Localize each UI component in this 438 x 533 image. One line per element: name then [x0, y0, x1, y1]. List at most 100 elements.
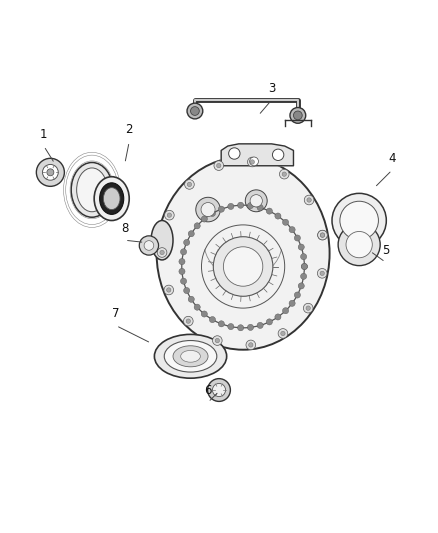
Circle shape — [237, 325, 244, 331]
Circle shape — [275, 314, 281, 320]
Circle shape — [245, 190, 267, 212]
Circle shape — [218, 321, 224, 327]
Text: 8: 8 — [121, 222, 128, 235]
Circle shape — [247, 157, 257, 167]
Circle shape — [300, 254, 307, 260]
Circle shape — [212, 383, 226, 397]
Ellipse shape — [103, 188, 120, 209]
Circle shape — [290, 108, 306, 123]
Circle shape — [279, 169, 289, 179]
Circle shape — [272, 149, 284, 160]
Circle shape — [215, 338, 219, 343]
Circle shape — [246, 340, 256, 350]
Circle shape — [340, 201, 378, 240]
Circle shape — [257, 322, 263, 328]
Circle shape — [144, 241, 154, 251]
Text: 3: 3 — [268, 82, 275, 95]
Circle shape — [209, 211, 215, 216]
Ellipse shape — [151, 221, 173, 260]
Circle shape — [185, 180, 194, 189]
Circle shape — [160, 251, 164, 255]
Circle shape — [166, 288, 171, 292]
Circle shape — [42, 165, 58, 180]
Circle shape — [250, 157, 258, 166]
Circle shape — [283, 308, 289, 314]
Circle shape — [320, 271, 325, 276]
Circle shape — [289, 300, 295, 306]
Ellipse shape — [71, 163, 113, 217]
Circle shape — [201, 216, 207, 222]
Circle shape — [346, 231, 372, 258]
Circle shape — [36, 158, 64, 187]
Text: 6: 6 — [204, 384, 212, 397]
Circle shape — [212, 336, 222, 345]
Circle shape — [167, 213, 172, 217]
Circle shape — [318, 230, 327, 240]
Circle shape — [180, 278, 187, 284]
Ellipse shape — [180, 350, 200, 362]
Circle shape — [216, 164, 221, 168]
Circle shape — [228, 324, 234, 329]
Circle shape — [213, 237, 273, 296]
Circle shape — [298, 283, 304, 289]
Circle shape — [318, 230, 327, 240]
Circle shape — [304, 195, 314, 205]
Circle shape — [201, 203, 215, 216]
Circle shape — [304, 303, 313, 313]
Text: 2: 2 — [125, 124, 133, 136]
Circle shape — [164, 285, 173, 295]
Circle shape — [228, 204, 234, 209]
Circle shape — [191, 107, 199, 115]
Circle shape — [237, 202, 244, 208]
Circle shape — [301, 263, 307, 270]
Circle shape — [250, 160, 254, 164]
Circle shape — [318, 269, 327, 278]
Circle shape — [306, 306, 311, 310]
Circle shape — [278, 329, 288, 338]
Circle shape — [294, 292, 300, 298]
Circle shape — [293, 111, 302, 120]
Text: 1: 1 — [40, 128, 48, 141]
Ellipse shape — [154, 334, 227, 378]
Circle shape — [186, 319, 191, 324]
Circle shape — [194, 223, 200, 229]
Circle shape — [184, 287, 190, 294]
Circle shape — [257, 205, 263, 211]
Circle shape — [320, 233, 325, 237]
Ellipse shape — [77, 168, 107, 212]
Circle shape — [196, 197, 220, 222]
Circle shape — [139, 236, 159, 255]
Circle shape — [282, 172, 286, 176]
Circle shape — [184, 239, 190, 246]
Circle shape — [47, 169, 54, 176]
Ellipse shape — [164, 341, 217, 372]
Circle shape — [218, 206, 224, 212]
Circle shape — [338, 223, 380, 265]
Circle shape — [208, 378, 230, 401]
Text: 7: 7 — [112, 308, 120, 320]
Circle shape — [184, 316, 193, 326]
Text: 4: 4 — [388, 152, 396, 165]
Circle shape — [187, 103, 203, 119]
Circle shape — [188, 231, 194, 237]
Text: 5: 5 — [382, 244, 389, 257]
Polygon shape — [221, 144, 293, 166]
Circle shape — [223, 247, 263, 286]
Circle shape — [247, 203, 254, 209]
Ellipse shape — [173, 346, 208, 367]
Circle shape — [249, 343, 253, 347]
Circle shape — [294, 235, 300, 241]
Circle shape — [266, 319, 272, 325]
Circle shape — [250, 195, 262, 207]
Circle shape — [214, 161, 223, 171]
Circle shape — [179, 269, 185, 274]
Circle shape — [332, 193, 386, 248]
Circle shape — [187, 182, 192, 187]
Circle shape — [266, 208, 272, 214]
Circle shape — [300, 273, 307, 279]
Circle shape — [320, 233, 325, 237]
Circle shape — [307, 198, 311, 202]
Circle shape — [298, 244, 304, 250]
Ellipse shape — [157, 157, 330, 350]
Circle shape — [229, 148, 240, 159]
